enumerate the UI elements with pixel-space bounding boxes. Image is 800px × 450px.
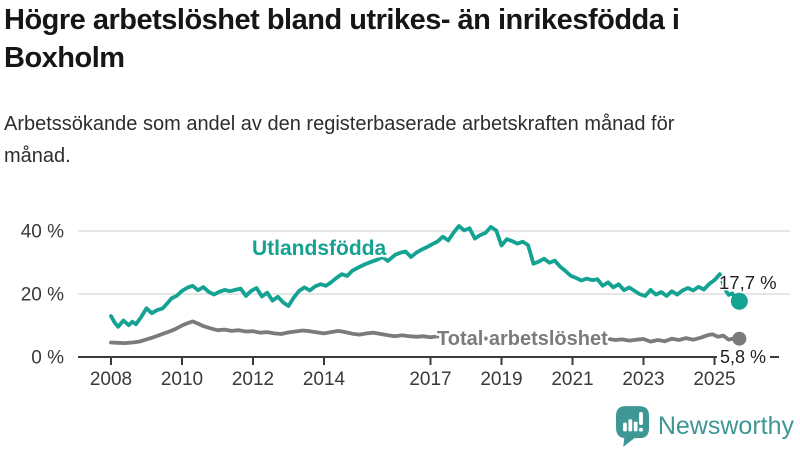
series-label: Total arbetslöshet — [437, 328, 608, 350]
series-end-value-label: 17,7 % — [719, 272, 777, 293]
x-tick-label: 2010 — [161, 369, 203, 390]
series-line-1 — [109, 319, 742, 346]
x-tick-label: 2008 — [90, 369, 132, 390]
series-end-value-label: 5,8 % — [720, 347, 766, 367]
x-tick-label: 2021 — [551, 369, 593, 390]
series-label: Utlandsfödda — [252, 237, 386, 260]
line-chart: 0 % 20 % 40 % 2008 2010 2012 2014 2017 2019 2021 2… — [0, 210, 800, 402]
newsworthy-logo-icon — [615, 406, 649, 447]
brand-footer: Newsworthy — [615, 406, 794, 447]
y-tick-label: 40 % — [21, 222, 64, 243]
brand-wordmark: Newsworthy — [657, 412, 794, 440]
x-tick-label: 2017 — [409, 369, 451, 390]
chart-subtitle: Arbetssökande som andel av den registerb… — [4, 113, 675, 167]
y-tick-label: 0 % — [31, 348, 64, 369]
x-tick-label: 2014 — [303, 369, 346, 390]
y-tick-label: 20 % — [21, 285, 64, 306]
x-tick-label: 2012 — [232, 369, 274, 390]
series-end-dot — [732, 331, 747, 346]
series-end-dot — [730, 292, 748, 310]
chart-svg: 0 % 20 % 40 % 2008 2010 2012 2014 2017 2019 2021 2… — [21, 222, 790, 390]
x-tick-label: 2025 — [693, 369, 735, 390]
x-tick-label: 2019 — [480, 369, 522, 390]
x-tick-label: 2023 — [622, 369, 664, 390]
series-line-0 — [109, 224, 742, 329]
chart-title: Högre arbetslöshet bland utrikes- än inr… — [4, 4, 680, 74]
